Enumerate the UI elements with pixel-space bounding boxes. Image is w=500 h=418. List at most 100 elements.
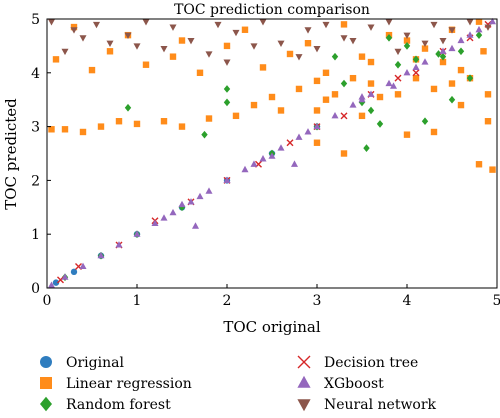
data-point xyxy=(124,32,132,39)
data-point xyxy=(349,74,357,82)
data-point xyxy=(259,155,267,162)
data-point xyxy=(304,128,312,135)
data-point xyxy=(196,192,204,200)
y-tick-label: 0 xyxy=(31,281,40,297)
data-point xyxy=(160,118,168,125)
data-point xyxy=(47,19,56,26)
data-point xyxy=(250,160,258,167)
data-point xyxy=(178,123,186,130)
data-point xyxy=(295,54,303,61)
data-point xyxy=(232,29,240,37)
data-point xyxy=(439,58,447,66)
data-point xyxy=(169,53,177,60)
data-point xyxy=(61,48,69,56)
data-point xyxy=(92,21,101,29)
data-point xyxy=(349,37,357,45)
legend-label: Original xyxy=(66,355,124,371)
data-point xyxy=(241,26,249,33)
data-point xyxy=(259,19,267,26)
data-point xyxy=(313,107,321,114)
data-point xyxy=(394,60,402,69)
chart-title: TOC prediction comparison xyxy=(174,2,370,18)
data-point xyxy=(232,112,240,120)
data-point xyxy=(250,101,258,109)
data-point xyxy=(322,96,330,103)
data-point xyxy=(367,80,375,87)
legend-label: Linear regression xyxy=(66,376,192,392)
data-point xyxy=(394,74,402,82)
data-point xyxy=(430,21,438,29)
y-tick-label: 3 xyxy=(31,120,40,136)
data-point xyxy=(322,69,330,76)
data-point xyxy=(57,276,64,284)
data-point xyxy=(448,95,456,104)
data-point xyxy=(178,203,186,212)
data-point xyxy=(259,64,267,71)
data-point xyxy=(169,208,177,216)
data-point xyxy=(435,50,442,58)
x-tick-label: 5 xyxy=(493,293,500,309)
data-point xyxy=(290,160,299,167)
data-point xyxy=(97,251,105,259)
y-axis-title: TOC predicted xyxy=(2,98,20,210)
data-point xyxy=(367,58,375,66)
data-point xyxy=(223,85,231,93)
data-point xyxy=(250,43,258,50)
plot-frame xyxy=(46,18,498,289)
data-point xyxy=(484,24,492,31)
data-point xyxy=(412,74,420,82)
data-point xyxy=(313,122,321,130)
data-point xyxy=(484,91,492,98)
data-point xyxy=(304,27,312,34)
data-point xyxy=(475,31,483,39)
data-point xyxy=(389,82,398,89)
data-point xyxy=(277,107,285,114)
data-point xyxy=(457,66,465,74)
data-point xyxy=(340,79,348,88)
data-point xyxy=(385,79,393,87)
data-point xyxy=(480,48,487,55)
data-point xyxy=(133,43,141,50)
data-point xyxy=(223,42,231,50)
data-point xyxy=(363,144,370,152)
data-point xyxy=(295,85,303,93)
legend-marker xyxy=(40,377,52,389)
data-point xyxy=(124,103,132,112)
legend-marker xyxy=(297,399,311,412)
x-tick-label: 0 xyxy=(43,293,52,309)
data-point xyxy=(403,68,411,76)
data-point xyxy=(223,59,231,66)
data-point xyxy=(268,93,276,101)
series-4 xyxy=(47,17,497,288)
data-point xyxy=(277,40,285,48)
data-point xyxy=(439,52,447,61)
data-point xyxy=(466,74,474,83)
legend-label: Decision tree xyxy=(324,355,418,371)
data-point xyxy=(70,27,78,34)
data-point xyxy=(201,130,208,139)
data-point xyxy=(448,44,456,52)
data-point xyxy=(340,112,348,120)
data-point xyxy=(403,42,411,50)
data-point xyxy=(367,24,375,31)
y-axis: 0 1 2 3 4 5 xyxy=(31,12,51,297)
data-point xyxy=(376,93,384,101)
data-point xyxy=(187,198,195,205)
legend-item: Decision tree xyxy=(297,355,418,371)
data-point xyxy=(403,37,411,44)
x-tick-label: 1 xyxy=(133,293,142,309)
data-point xyxy=(205,51,213,58)
plot-area xyxy=(47,17,497,288)
data-point xyxy=(286,50,294,58)
data-point xyxy=(205,115,213,122)
legend-item: XGboost xyxy=(297,375,384,392)
data-point xyxy=(223,98,231,107)
legend-label: XGboost xyxy=(324,376,384,392)
data-point xyxy=(223,176,231,183)
data-point xyxy=(340,150,348,157)
data-point xyxy=(448,80,456,87)
data-point xyxy=(160,214,168,221)
data-point xyxy=(421,117,429,126)
data-point xyxy=(367,90,375,97)
y-tick-label: 5 xyxy=(31,12,40,28)
